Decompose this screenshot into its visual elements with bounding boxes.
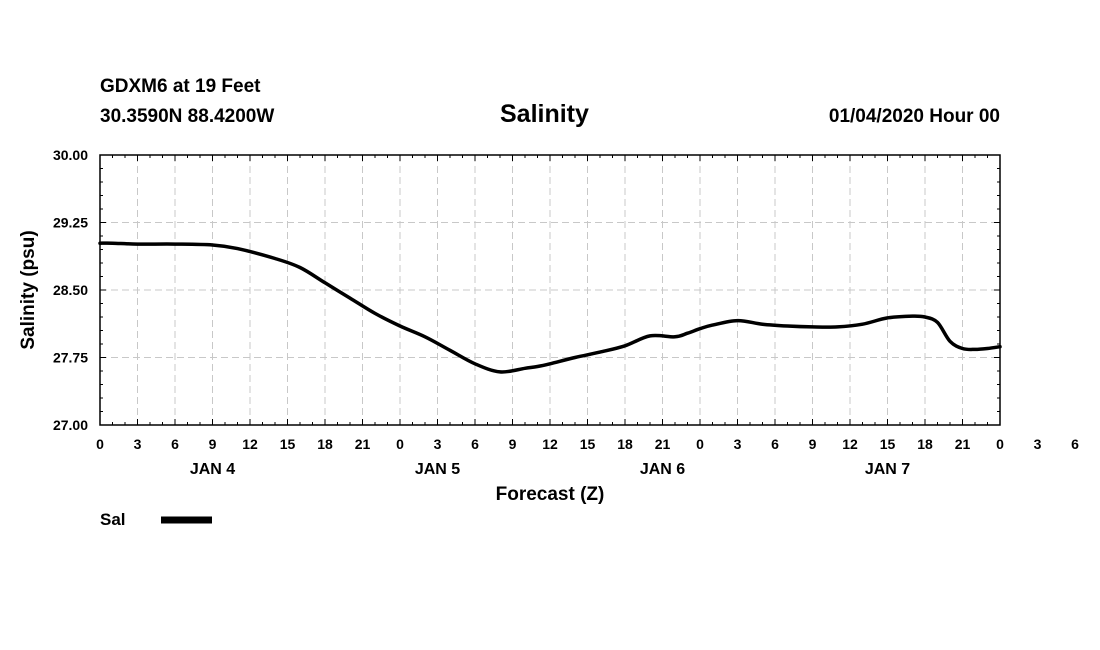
x-tick-label: 15 <box>580 436 596 452</box>
y-tick-label: 30.00 <box>53 147 88 163</box>
x-tick-label: 0 <box>96 436 104 452</box>
x-tick-label: 12 <box>542 436 558 452</box>
x-tick-label: 15 <box>880 436 896 452</box>
x-tick-label: 18 <box>917 436 933 452</box>
x-tick-label: 3 <box>134 436 142 452</box>
y-tick-label: 29.25 <box>53 215 88 231</box>
day-label: JAN 4 <box>190 461 235 478</box>
y-tick-label: 27.00 <box>53 417 88 433</box>
x-tick-label: 9 <box>809 436 817 452</box>
x-tick-label: 6 <box>171 436 179 452</box>
x-tick-label: 15 <box>280 436 296 452</box>
chart-title: Salinity <box>500 100 589 128</box>
day-label: JAN 6 <box>640 461 685 478</box>
x-tick-label: 12 <box>242 436 258 452</box>
day-label: JAN 5 <box>415 461 460 478</box>
x-tick-label: 9 <box>209 436 217 452</box>
x-tick-label: 3 <box>1034 436 1042 452</box>
station-label: GDXM6 at 19 Feet <box>100 76 261 97</box>
grid-lines <box>99 154 1001 426</box>
x-tick-label: 6 <box>471 436 479 452</box>
series-layer <box>98 241 1002 374</box>
series-line-sal <box>98 241 1002 374</box>
x-tick-label: 3 <box>734 436 742 452</box>
x-tick-label: 21 <box>355 436 371 452</box>
ticks: 0369121518210369121518210369121518210369… <box>53 147 1079 478</box>
x-tick-label: 12 <box>842 436 858 452</box>
x-tick-label: 21 <box>955 436 971 452</box>
run-time-label: 01/04/2020 Hour 00 <box>828 106 1000 127</box>
x-tick-label: 3 <box>434 436 442 452</box>
x-tick-label: 21 <box>655 436 671 452</box>
x-tick-label: 6 <box>1071 436 1079 452</box>
x-tick-label: 0 <box>996 436 1004 452</box>
legend-label: Sal <box>100 510 126 529</box>
day-label: JAN 7 <box>865 461 910 478</box>
x-tick-label: 0 <box>396 436 404 452</box>
y-axis-label: Salinity (psu) <box>18 230 39 349</box>
x-tick-label: 6 <box>771 436 779 452</box>
x-tick-label: 18 <box>617 436 633 452</box>
x-tick-label: 9 <box>509 436 517 452</box>
legend: Sal <box>100 510 212 529</box>
y-tick-label: 27.75 <box>53 350 88 366</box>
x-tick-label: 18 <box>317 436 333 452</box>
location-label: 30.3590N 88.4200W <box>100 106 275 127</box>
x-axis-label: Forecast (Z) <box>496 484 605 505</box>
x-tick-label: 0 <box>696 436 704 452</box>
y-tick-label: 28.50 <box>53 282 88 298</box>
